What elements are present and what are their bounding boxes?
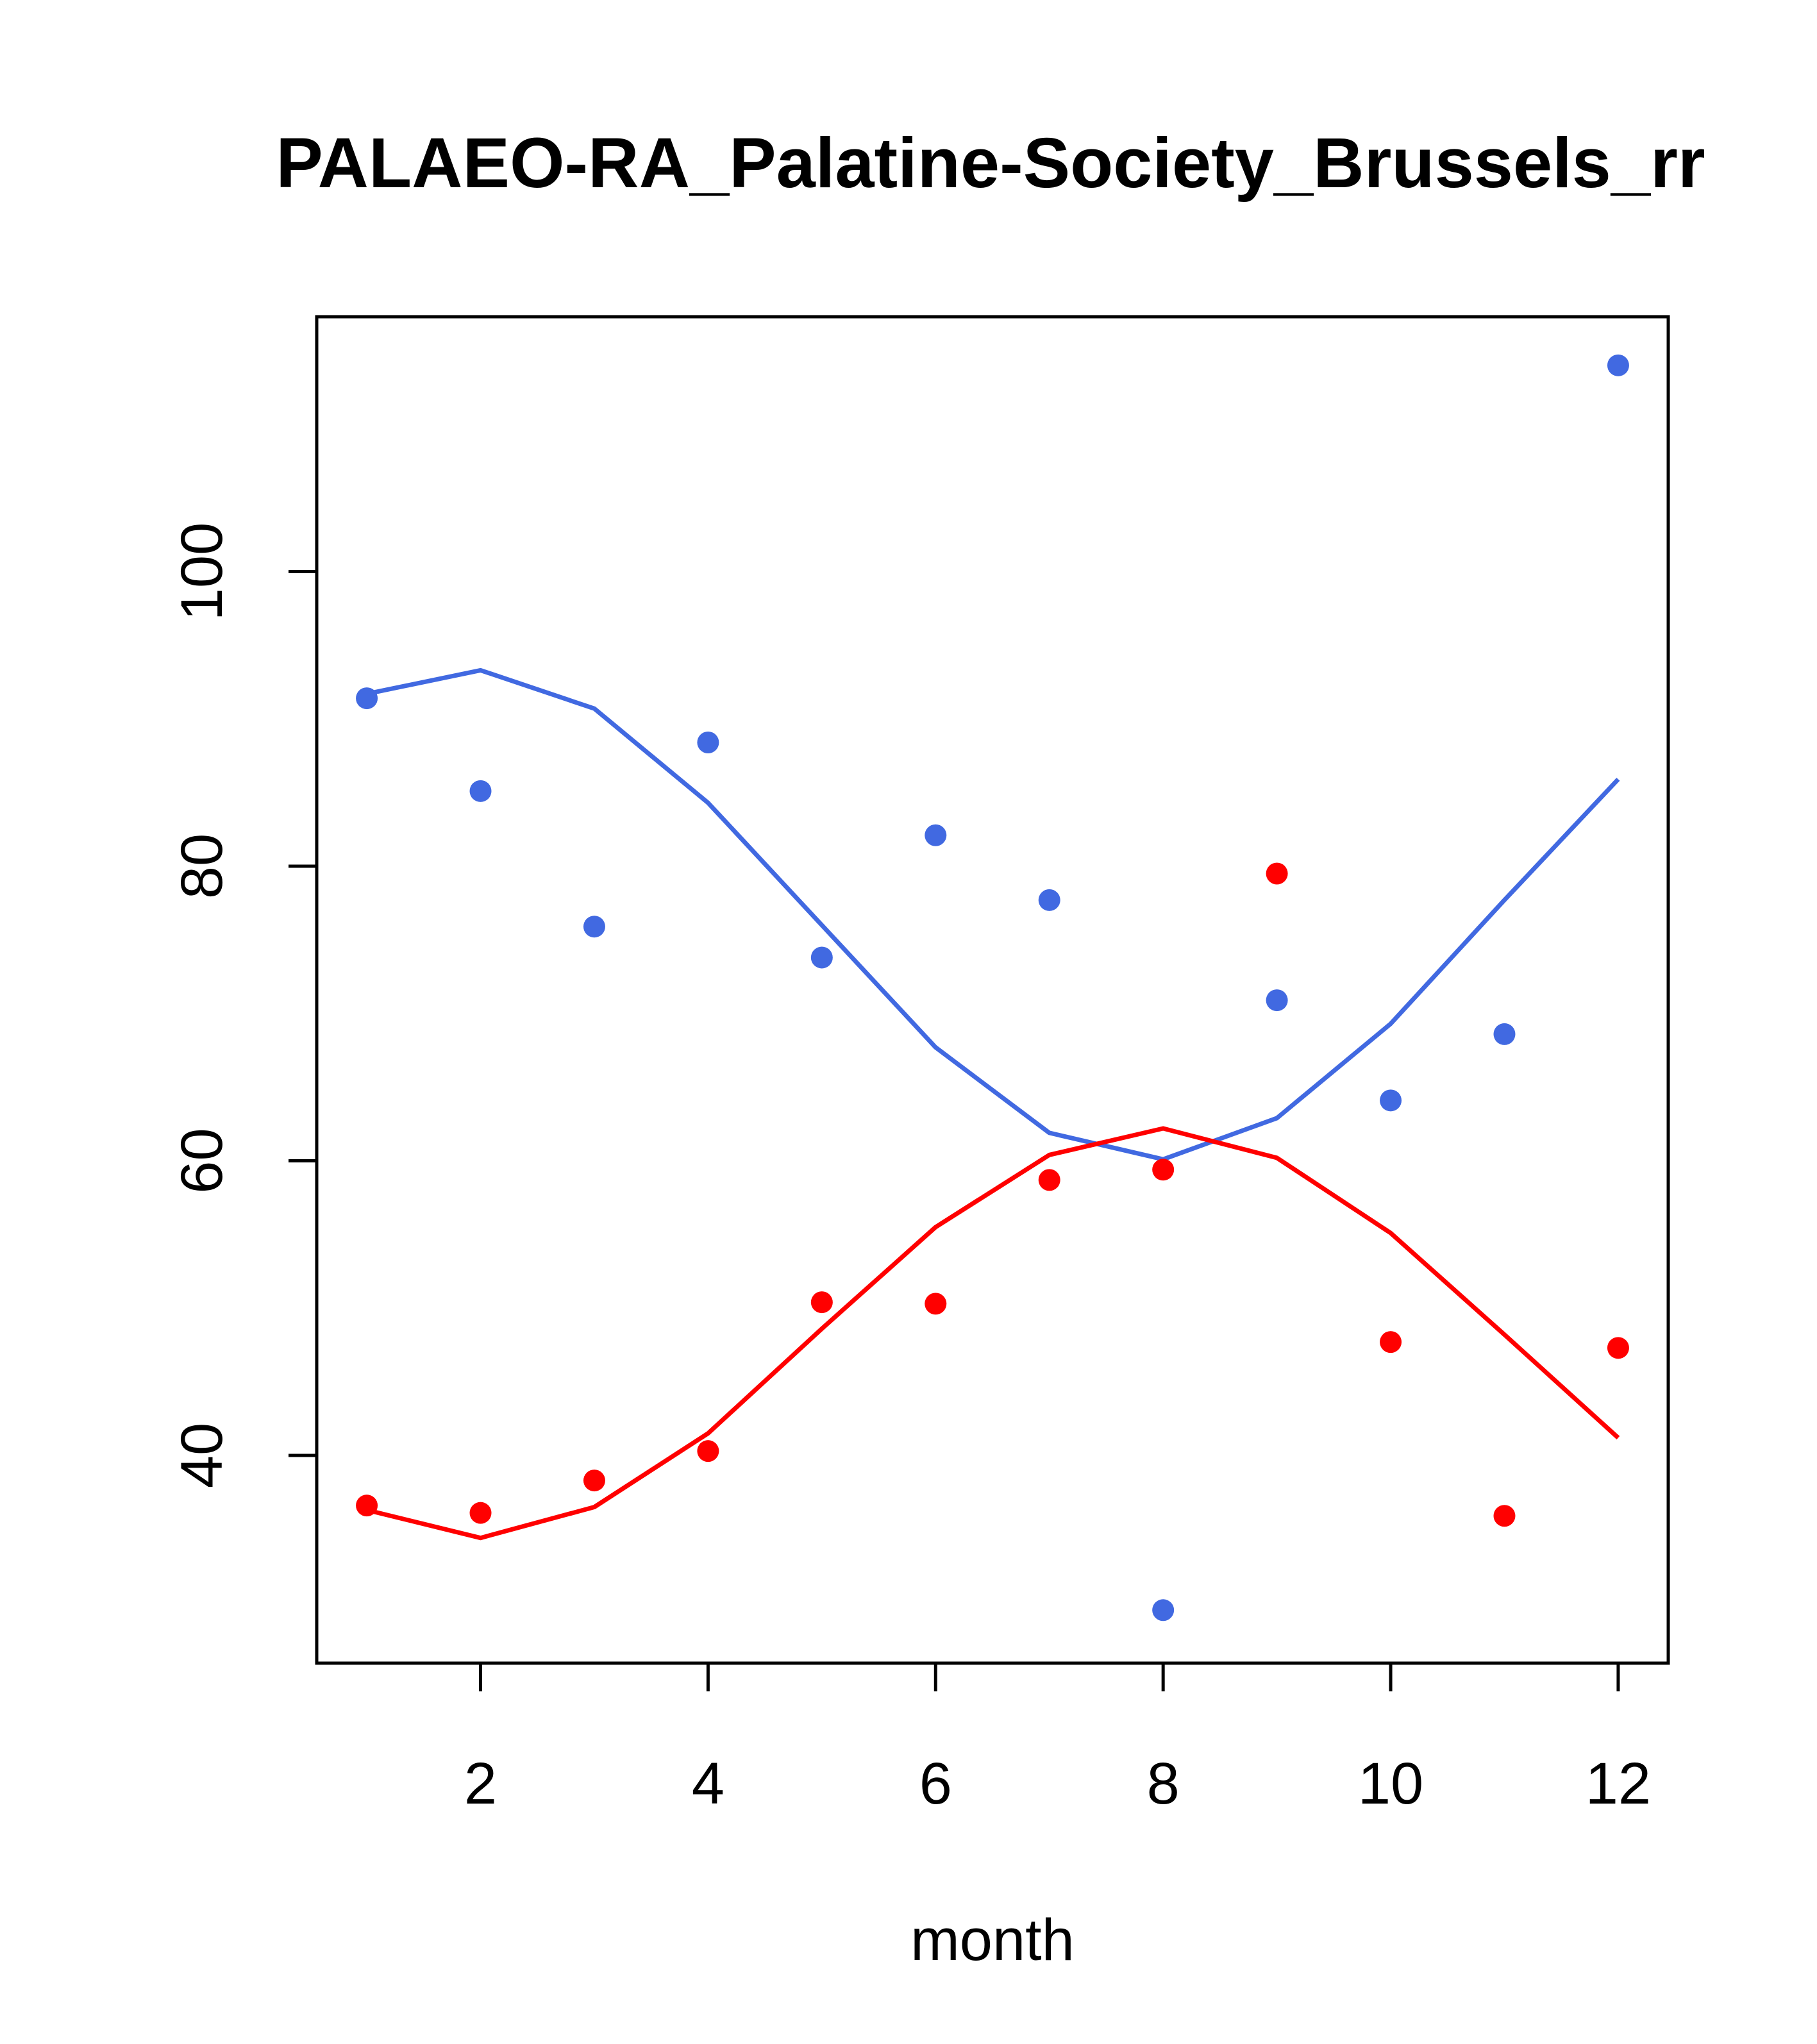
plot-frame <box>315 315 1670 1665</box>
x-tick-label: 2 <box>464 1751 497 1816</box>
y-tick-label: 60 <box>169 1128 235 1193</box>
y-tick-label: 40 <box>169 1423 235 1488</box>
series-0-point <box>583 916 605 938</box>
series-1-point <box>356 1495 378 1517</box>
chart-title: PALAEO-RA_Palatine-Society_Brussels_rr <box>276 124 1705 203</box>
x-tick-label: 12 <box>1586 1751 1651 1816</box>
series-0-point <box>810 946 833 969</box>
series-1-point <box>1493 1505 1516 1527</box>
series-0-point <box>1380 1089 1402 1112</box>
series-0-point <box>1152 1599 1175 1621</box>
series-1-line <box>366 1126 1620 1541</box>
series-1-point <box>583 1470 605 1492</box>
series-0-point <box>1038 889 1060 911</box>
x-tick-label: 4 <box>692 1751 724 1816</box>
y-tick-label: 80 <box>169 834 235 899</box>
series-1-point <box>1380 1331 1402 1353</box>
series-1-point <box>697 1440 719 1462</box>
x-tick-label: 10 <box>1358 1751 1423 1816</box>
y-axis: 40 60 80 100 <box>169 523 319 1488</box>
series-1-point <box>469 1502 492 1524</box>
x-tick-label: 8 <box>1147 1751 1180 1816</box>
series-0-point <box>356 687 378 710</box>
series-0-point <box>925 824 947 846</box>
x-axis-title: month <box>910 1907 1075 1973</box>
series-1-point <box>1266 862 1288 885</box>
y-tick-label: 100 <box>169 523 235 621</box>
x-tick-label: 6 <box>919 1751 952 1816</box>
series-0-point <box>469 780 492 802</box>
series-1-point <box>1607 1337 1629 1359</box>
series-0-line <box>366 667 1620 1162</box>
series-layer <box>356 354 1629 1621</box>
series-1-point <box>925 1293 947 1315</box>
series-1-point <box>1152 1159 1175 1181</box>
series-0-point <box>1493 1023 1516 1045</box>
series-1-point <box>810 1291 833 1314</box>
series-0-point <box>697 732 719 754</box>
series-1-point <box>1038 1169 1060 1191</box>
series-0-point <box>1266 989 1288 1012</box>
x-axis: 2 4 6 8 10 12 <box>464 1661 1651 1816</box>
series-0-point <box>1607 354 1629 376</box>
